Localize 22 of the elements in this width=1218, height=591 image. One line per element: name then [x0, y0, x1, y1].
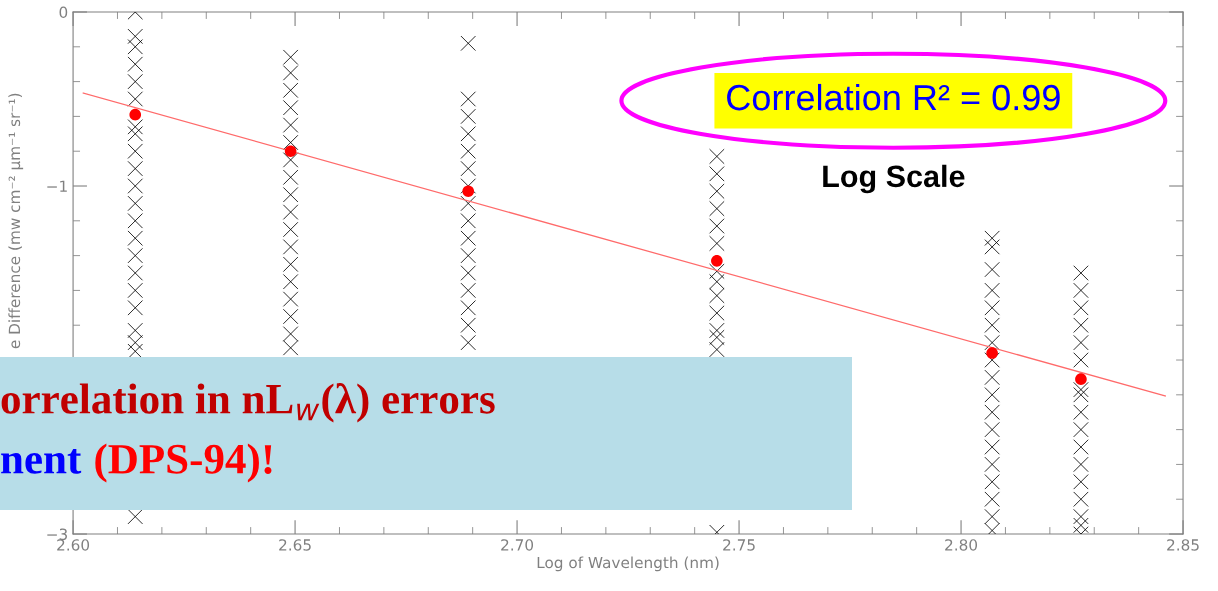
annotation: Log Scale — [823, 164, 965, 194]
x-tick-label: 2.65 — [279, 539, 311, 551]
x-tick-label: 2.75 — [723, 539, 755, 551]
point — [986, 347, 998, 359]
y-tick-label: −1 — [47, 180, 67, 192]
y-tick-label: −3 — [47, 528, 67, 541]
x-tick-label: 2.70 — [501, 539, 534, 551]
x-tick-label: 2.60 — [57, 539, 90, 551]
point — [284, 145, 297, 158]
x-tick-label: 2.80 — [945, 539, 978, 551]
point — [129, 108, 142, 121]
point — [1075, 373, 1087, 385]
y-axis-title: e Difference (mw cm⁻² μm⁻¹ sr⁻¹) — [8, 93, 24, 349]
x-tick-label: 2.85 — [1167, 539, 1199, 551]
annotation: orrelation in nL$_{w}$(λ) errors — [1, 382, 495, 423]
point — [462, 185, 475, 198]
annotation: Correlation R² = 0.99 — [727, 83, 1060, 111]
annotation: (DPS-94)! — [95, 443, 272, 483]
x-axis-title: Log of Wavelength (nm) — [537, 556, 719, 572]
point — [711, 255, 723, 267]
y-tick-label: 0 — [59, 6, 68, 19]
annotation: nent — [1, 449, 82, 474]
